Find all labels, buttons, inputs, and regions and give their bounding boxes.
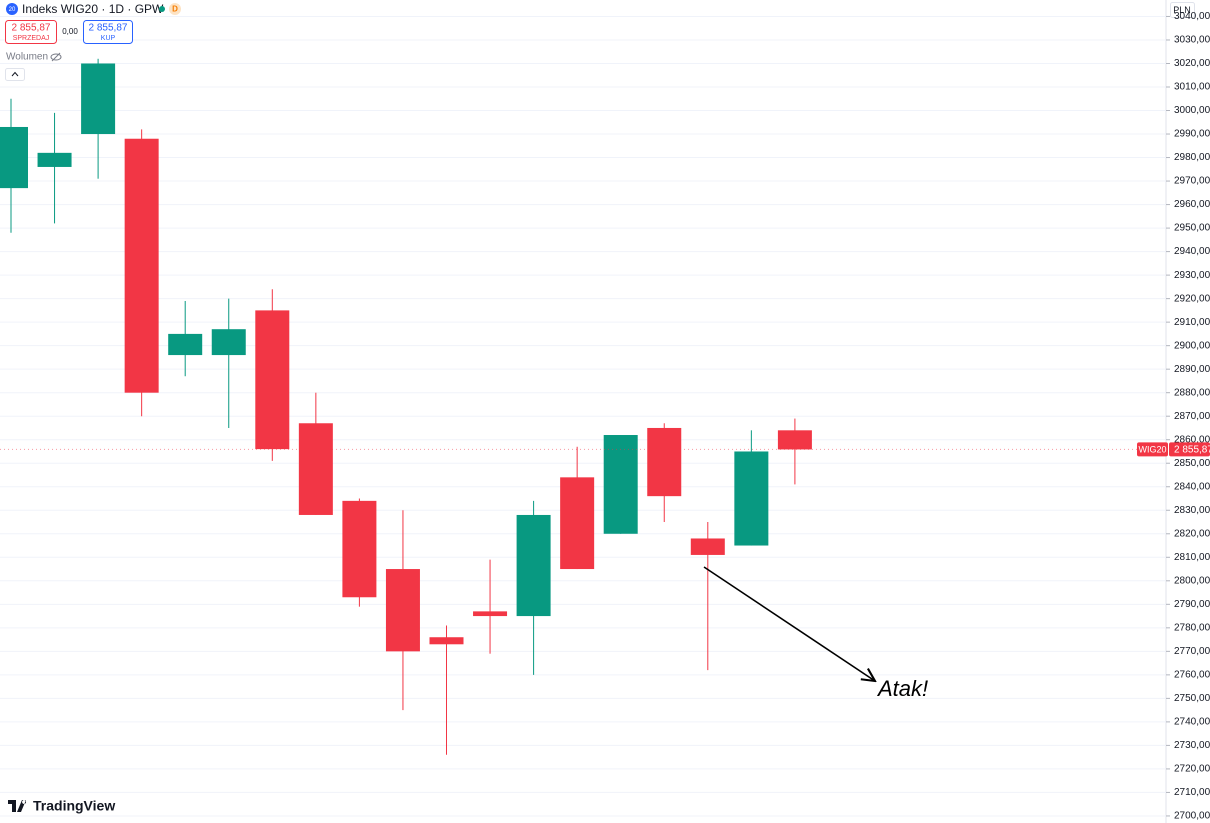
y-tick-label: 3030,00: [1174, 35, 1210, 46]
buy-label: KUP: [101, 35, 116, 42]
y-tick-label: 2790,00: [1174, 599, 1210, 610]
candle-body: [647, 427, 682, 497]
y-tick-label: 2800,00: [1174, 575, 1210, 586]
candles: [0, 58, 812, 755]
spread: 0,00: [62, 27, 78, 36]
candle-body: [81, 63, 116, 135]
sell-label: SPRZEDAJ: [13, 35, 50, 42]
candle-body: [473, 611, 508, 617]
y-tick-label: 2940,00: [1174, 246, 1210, 257]
candle-body: [168, 333, 203, 356]
annotation: Atak!: [876, 676, 928, 701]
buy-price: 2 855,87: [89, 23, 128, 34]
y-tick-label: 2900,00: [1174, 340, 1210, 351]
y-tick-label: 2850,00: [1174, 458, 1210, 469]
y-tick-label: 2930,00: [1174, 270, 1210, 281]
candle-body: [690, 538, 725, 555]
y-tick-label: 2870,00: [1174, 411, 1210, 422]
volume-label[interactable]: Wolumen: [6, 52, 48, 63]
candle-body: [429, 637, 464, 645]
y-tick-label: 2890,00: [1174, 364, 1210, 375]
sell-price: 2 855,87: [12, 23, 51, 34]
y-tick-label: 2970,00: [1174, 176, 1210, 187]
candle-body: [385, 569, 420, 652]
symbol-tag: [1137, 442, 1168, 457]
market-status: [159, 6, 165, 12]
y-tick-label: 3040,00: [1174, 11, 1210, 22]
delay-badge: [169, 3, 181, 15]
annotation-arrow: [703, 566, 875, 681]
y-tick-label: 2960,00: [1174, 199, 1210, 210]
y-tick-label: 2710,00: [1174, 787, 1210, 798]
collapse-icon: [11, 71, 19, 77]
y-tick-label: 2880,00: [1174, 387, 1210, 398]
brand[interactable]: TradingView: [33, 798, 115, 814]
sell-button[interactable]: [5, 20, 57, 44]
y-tick-label: 2980,00: [1174, 152, 1210, 163]
y-tick-label: 2840,00: [1174, 481, 1210, 492]
y-tick-label: 3010,00: [1174, 82, 1210, 93]
y-tick-label: 2860,00: [1174, 434, 1210, 445]
candle-body: [298, 423, 333, 515]
buy-button[interactable]: [83, 20, 133, 44]
candle-body: [0, 126, 28, 189]
y-tick-label: 2830,00: [1174, 505, 1210, 516]
candle-body: [516, 514, 551, 617]
hide-icon-slash: [51, 52, 61, 62]
y-tick-label: 2760,00: [1174, 670, 1210, 681]
symbol-icon: [6, 3, 18, 15]
candle-body: [342, 500, 377, 598]
candle-body: [777, 430, 812, 450]
y-tick-label: 2920,00: [1174, 293, 1210, 304]
y-tick-label: 2740,00: [1174, 717, 1210, 728]
price-tag-text: 2 855,87: [1174, 445, 1210, 456]
y-tick-label: 2990,00: [1174, 129, 1210, 140]
y-tick-label: 2720,00: [1174, 764, 1210, 775]
currency-button[interactable]: [1170, 2, 1195, 18]
symbol-title[interactable]: Indeks WIG20 · 1D · GPW: [22, 2, 164, 16]
candle-body: [603, 435, 638, 534]
delay-badge-text: D: [172, 5, 178, 14]
y-tick-label: 2700,00: [1174, 811, 1210, 822]
candle-body: [211, 329, 246, 356]
y-tick-label: 2780,00: [1174, 622, 1210, 633]
candle-body: [37, 152, 72, 167]
candle-body: [124, 138, 159, 393]
y-tick-label: 3000,00: [1174, 105, 1210, 116]
candle-body: [255, 310, 290, 450]
y-tick-label: 3020,00: [1174, 58, 1210, 69]
y-tick-label: 2950,00: [1174, 223, 1210, 234]
collapse-button[interactable]: [5, 68, 25, 81]
symbol-icon-text: 20: [9, 7, 16, 13]
currency: PLN: [1173, 5, 1191, 15]
candle-body: [734, 451, 769, 546]
symbol-tag-text: WIG20: [1138, 444, 1166, 454]
y-tick-label: 2810,00: [1174, 552, 1210, 563]
y-tick-label: 2730,00: [1174, 740, 1210, 751]
hide-icon[interactable]: [50, 53, 62, 61]
brand-logo: [8, 800, 27, 812]
y-tick-label: 2820,00: [1174, 528, 1210, 539]
y-tick-label: 2770,00: [1174, 646, 1210, 657]
y-tick-label: 2910,00: [1174, 317, 1210, 328]
candle-body: [560, 477, 595, 570]
y-tick-label: 2750,00: [1174, 693, 1210, 704]
price-tag: [1169, 442, 1210, 457]
